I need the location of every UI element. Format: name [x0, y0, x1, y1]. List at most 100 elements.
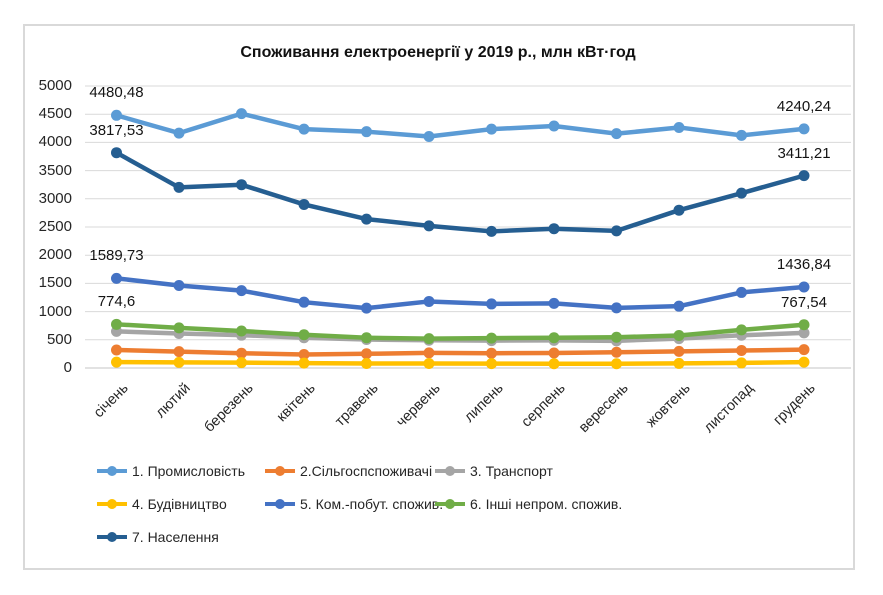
- legend-marker-icon: [97, 532, 127, 543]
- series-marker-5: [548, 297, 560, 309]
- series-marker-6: [361, 332, 372, 344]
- legend-label: 5. Ком.-побут. спожив.: [300, 496, 444, 512]
- data-label: 1436,84: [776, 255, 832, 273]
- series-marker-2: [423, 347, 435, 359]
- series-marker-5: [423, 295, 435, 307]
- series-marker-2: [173, 346, 185, 358]
- series-marker-6: [736, 324, 747, 336]
- series-marker-4: [361, 357, 372, 369]
- data-label: 774,6: [97, 293, 136, 311]
- series-marker-5: [798, 281, 810, 293]
- series-marker-5: [486, 298, 497, 310]
- series-marker-6: [236, 325, 247, 337]
- y-tick-label: 1000: [38, 302, 72, 320]
- legend-item-5: 5. Ком.-побут. спожив.: [265, 494, 443, 514]
- series-marker-4: [548, 358, 560, 370]
- series-line-2: [114, 347, 807, 357]
- series-marker-4: [298, 357, 310, 369]
- legend-item-3: 3. Транспорт: [435, 461, 553, 481]
- legend-marker-icon: [265, 499, 295, 510]
- legend-marker-icon: [265, 466, 295, 477]
- series-marker-2: [736, 345, 747, 357]
- series-marker-1: [423, 130, 435, 142]
- series-marker-5: [361, 302, 372, 314]
- series-marker-2: [298, 348, 310, 360]
- y-tick-label: 500: [46, 330, 72, 348]
- series-marker-4: [486, 358, 497, 370]
- series-marker-7: [298, 198, 310, 210]
- series-marker-2: [111, 344, 122, 356]
- series-marker-4: [798, 356, 810, 368]
- legend-item-7: 7. Населення: [97, 527, 219, 547]
- series-marker-1: [361, 126, 372, 138]
- series-marker-2: [486, 347, 497, 359]
- legend-marker-icon: [97, 499, 127, 510]
- series-line-7: [114, 150, 807, 234]
- series-marker-6: [298, 329, 310, 341]
- data-label: 4480,48: [89, 84, 144, 102]
- series-marker-5: [236, 285, 247, 297]
- series-marker-5: [173, 280, 185, 292]
- series-marker-1: [236, 108, 247, 120]
- series-marker-6: [798, 319, 810, 331]
- series-marker-7: [173, 181, 185, 193]
- series-line-1: [114, 111, 807, 139]
- series-marker-2: [361, 348, 372, 360]
- y-tick-label: 2500: [38, 218, 72, 235]
- series-marker-5: [298, 296, 310, 308]
- series-marker-4: [673, 357, 685, 369]
- legend-marker-icon: [435, 499, 465, 510]
- series-marker-1: [798, 123, 810, 135]
- series-marker-1: [673, 121, 685, 133]
- y-tick-label: 5000: [38, 77, 72, 94]
- series-marker-2: [611, 346, 622, 358]
- series-marker-6: [111, 318, 122, 330]
- series-marker-6: [486, 332, 497, 344]
- data-label: 3411,21: [777, 144, 831, 162]
- series-marker-2: [548, 347, 560, 359]
- series-line-6: [114, 322, 807, 341]
- y-tick-label: 2000: [38, 246, 72, 264]
- y-tick-label: 0: [63, 359, 72, 376]
- series-marker-2: [673, 345, 685, 357]
- legend-label: 3. Транспорт: [470, 463, 553, 479]
- series-marker-5: [111, 272, 122, 284]
- series-marker-6: [173, 322, 185, 334]
- series-marker-7: [611, 225, 622, 237]
- legend-label: 4. Будівництво: [132, 496, 227, 512]
- series-line-4: [114, 359, 807, 367]
- series-marker-4: [423, 358, 435, 370]
- series-marker-4: [611, 358, 622, 370]
- series-marker-7: [798, 170, 810, 182]
- series-marker-7: [548, 223, 560, 235]
- series-marker-6: [673, 330, 685, 342]
- legend-item-1: 1. Промисловість: [97, 461, 245, 481]
- series-marker-3: [798, 327, 810, 339]
- y-tick-label: 4500: [38, 105, 72, 123]
- series-marker-7: [423, 220, 435, 232]
- y-tick-label: 1500: [38, 274, 72, 292]
- series-marker-1: [611, 128, 622, 140]
- series-marker-6: [423, 333, 435, 345]
- series-marker-5: [736, 286, 747, 298]
- series-marker-5: [611, 302, 622, 314]
- series-marker-7: [236, 179, 247, 191]
- series-marker-1: [298, 123, 310, 135]
- series-marker-1: [111, 109, 122, 121]
- legend-item-4: 4. Будівництво: [97, 494, 227, 514]
- series-marker-1: [548, 120, 560, 132]
- legend-label: 2.Сільгоспспоживачі: [300, 463, 433, 479]
- series-marker-7: [736, 187, 747, 199]
- series-marker-4: [111, 356, 122, 368]
- series-marker-1: [486, 123, 497, 135]
- y-tick-label: 3500: [38, 161, 72, 179]
- legend-item-2: 2.Сільгоспспоживачі: [265, 461, 432, 481]
- data-label: 1589,73: [89, 247, 144, 265]
- series-marker-4: [173, 356, 185, 368]
- legend-label: 1. Промисловість: [132, 463, 246, 479]
- series-marker-6: [611, 331, 622, 343]
- legend-label: 6. Інші непром. спожив.: [470, 496, 623, 512]
- legend-item-6: 6. Інші непром. спожив.: [435, 494, 622, 514]
- series-marker-7: [111, 147, 122, 159]
